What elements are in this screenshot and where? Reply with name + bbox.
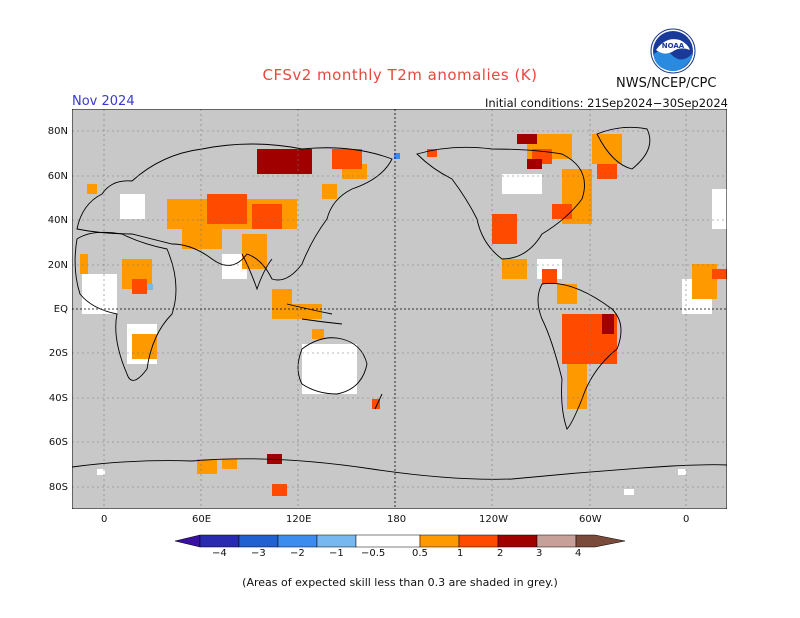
noaa-logo: NOAA bbox=[650, 28, 696, 74]
colorbar-arrow-left bbox=[175, 534, 201, 548]
colorbar-label: 2 bbox=[497, 548, 504, 559]
initial-conditions: Initial conditions: 21Sep2024−30Sep2024 bbox=[485, 96, 728, 110]
colorbar-arrow-right bbox=[575, 534, 626, 548]
x-tick: 120E bbox=[286, 514, 312, 525]
x-tick: 0 bbox=[683, 514, 690, 525]
y-tick: 20N bbox=[47, 260, 68, 271]
y-tick: 80S bbox=[48, 482, 68, 493]
y-tick: 60S bbox=[48, 437, 68, 448]
y-tick: 60N bbox=[47, 171, 68, 182]
colorbar-label: 4 bbox=[575, 548, 582, 559]
y-tick: 40S bbox=[48, 393, 68, 404]
colorbar-label: 0.5 bbox=[412, 548, 428, 559]
coastlines bbox=[72, 126, 727, 480]
reference-lines bbox=[72, 109, 727, 509]
colorbar-label: −2 bbox=[290, 548, 305, 559]
colorbar-label: 1 bbox=[457, 548, 464, 559]
y-tick: 20S bbox=[48, 348, 68, 359]
forecast-month: Nov 2024 bbox=[72, 94, 135, 109]
logo-text: NOAA bbox=[662, 42, 685, 50]
map-title: CFSv2 monthly T2m anomalies (K) bbox=[262, 66, 538, 84]
y-tick: 80N bbox=[47, 126, 68, 137]
agency-label: NWS/NCEP/CPC bbox=[616, 76, 717, 91]
x-tick: 60W bbox=[579, 514, 602, 525]
x-tick: 180 bbox=[387, 514, 407, 525]
x-tick: 120W bbox=[479, 514, 508, 525]
y-tick: 40N bbox=[47, 215, 68, 226]
colorbar-label: 3 bbox=[536, 548, 543, 559]
y-tick: EQ bbox=[53, 304, 68, 315]
colorbar bbox=[175, 534, 626, 548]
x-tick: 60E bbox=[192, 514, 212, 525]
colorbar-label: −4 bbox=[212, 548, 227, 559]
anomaly-map bbox=[72, 109, 727, 509]
x-tick: 0 bbox=[101, 514, 108, 525]
colorbar-label: −1 bbox=[329, 548, 344, 559]
footnote: (Areas of expected skill less than 0.3 a… bbox=[242, 576, 558, 589]
colorbar-label: −3 bbox=[251, 548, 266, 559]
colorbar-label: −0.5 bbox=[361, 548, 386, 559]
